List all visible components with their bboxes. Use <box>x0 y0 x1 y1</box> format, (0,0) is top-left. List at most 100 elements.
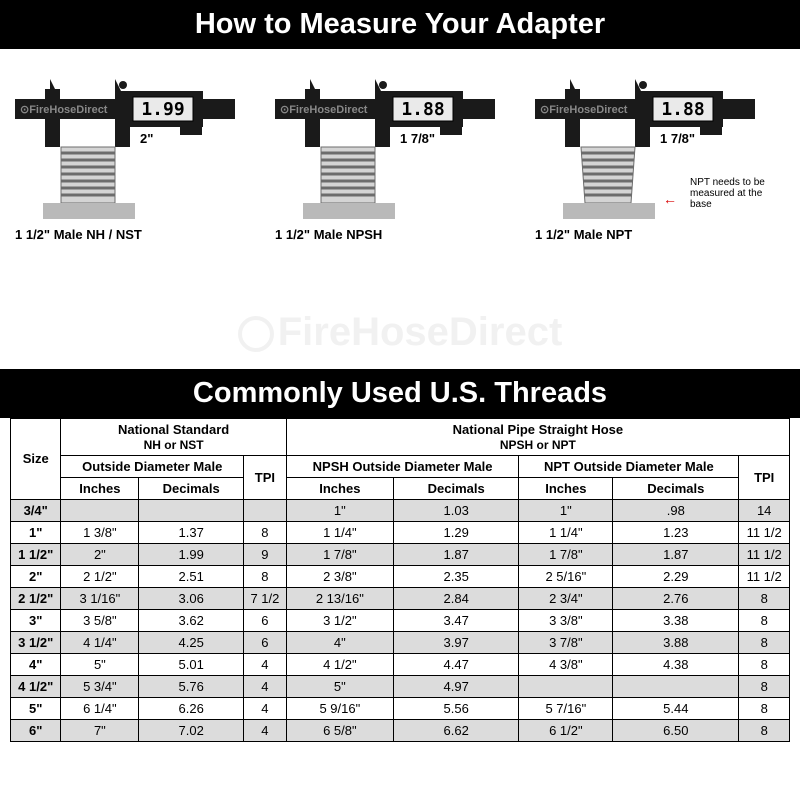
cell-np-tpi: 8 <box>739 587 790 609</box>
caliper-diagram: 1.99 ⊙FireHoseDirect 2" 1 1/2" Male NH /… <box>15 69 265 242</box>
cell-size: 6" <box>11 719 61 741</box>
diagram-caption: 1 1/2" Male NPSH <box>275 227 382 242</box>
svg-text:⊙FireHoseDirect: ⊙FireHoseDirect <box>20 104 108 116</box>
cell-size: 4 1/2" <box>11 675 61 697</box>
cell-nh-dec: 1.99 <box>139 543 244 565</box>
table-row: 3 1/2" 4 1/4" 4.25 6 4" 3.97 3 7/8" 3.88… <box>11 631 790 653</box>
dimension-label: 1 7/8" <box>660 131 695 146</box>
caliper-icon: 1.99 ⊙FireHoseDirect <box>15 69 235 224</box>
watermark-text: FireHoseDirect <box>278 310 563 354</box>
cell-np-tpi: 14 <box>739 499 790 521</box>
cell-npsh-in: 4" <box>286 631 393 653</box>
cell-nh-in: 3 1/16" <box>61 587 139 609</box>
hdr-nh-line2: NH or NST <box>63 438 283 452</box>
cell-nh-dec: 5.76 <box>139 675 244 697</box>
cell-size: 2 1/2" <box>11 587 61 609</box>
cell-npt-dec <box>613 675 739 697</box>
cell-nh-in <box>61 499 139 521</box>
cell-npsh-dec: 1.03 <box>393 499 519 521</box>
hdr-nh-line1: National Standard <box>63 422 283 438</box>
cell-np-tpi: 8 <box>739 719 790 741</box>
hdr-nh-decimals: Decimals <box>139 477 244 499</box>
cell-npt-dec: 3.88 <box>613 631 739 653</box>
cell-nh-tpi: 8 <box>244 565 287 587</box>
cell-npt-in: 2 3/4" <box>519 587 613 609</box>
cell-np-tpi: 8 <box>739 653 790 675</box>
diagram-caption: 1 1/2" Male NH / NST <box>15 227 142 242</box>
table-row: 2" 2 1/2" 2.51 8 2 3/8" 2.35 2 5/16" 2.2… <box>11 565 790 587</box>
cell-npt-in <box>519 675 613 697</box>
cell-nh-dec <box>139 499 244 521</box>
hdr-npt-decimals: Decimals <box>613 477 739 499</box>
cell-np-tpi: 11 1/2 <box>739 521 790 543</box>
diagram-row: 1.99 ⊙FireHoseDirect 2" 1 1/2" Male NH /… <box>0 49 800 309</box>
svg-text:⊙FireHoseDirect: ⊙FireHoseDirect <box>280 104 368 116</box>
table-row: 5" 6 1/4" 6.26 4 5 9/16" 5.56 5 7/16" 5.… <box>11 697 790 719</box>
cell-npt-dec: 1.87 <box>613 543 739 565</box>
cell-npt-in: 2 5/16" <box>519 565 613 587</box>
cell-npt-in: 1" <box>519 499 613 521</box>
cell-nh-tpi: 7 1/2 <box>244 587 287 609</box>
cell-nh-tpi: 4 <box>244 675 287 697</box>
cell-npsh-dec: 4.97 <box>393 675 519 697</box>
cell-np-tpi: 8 <box>739 697 790 719</box>
table-row: 1" 1 3/8" 1.37 8 1 1/4" 1.29 1 1/4" 1.23… <box>11 521 790 543</box>
cell-nh-dec: 3.62 <box>139 609 244 631</box>
svg-text:1.88: 1.88 <box>401 99 444 120</box>
caliper-icon: 1.88 ⊙FireHoseDirect <box>275 69 495 224</box>
cell-nh-tpi: 4 <box>244 653 287 675</box>
cell-size: 2" <box>11 565 61 587</box>
cell-nh-dec: 4.25 <box>139 631 244 653</box>
hdr-nh-inches: Inches <box>61 477 139 499</box>
cell-size: 4" <box>11 653 61 675</box>
cell-npsh-in: 4 1/2" <box>286 653 393 675</box>
cell-size: 3/4" <box>11 499 61 521</box>
cell-nh-in: 4 1/4" <box>61 631 139 653</box>
table-row: 6" 7" 7.02 4 6 5/8" 6.62 6 1/2" 6.50 8 <box>11 719 790 741</box>
cell-npsh-in: 6 5/8" <box>286 719 393 741</box>
cell-npsh-in: 5" <box>286 675 393 697</box>
cell-nh-in: 1 3/8" <box>61 521 139 543</box>
cell-npsh-dec: 4.47 <box>393 653 519 675</box>
hdr-npsh-decimals: Decimals <box>393 477 519 499</box>
cell-nh-dec: 1.37 <box>139 521 244 543</box>
diagram-caption: 1 1/2" Male NPT <box>535 227 632 242</box>
cell-nh-dec: 7.02 <box>139 719 244 741</box>
cell-nh-in: 5 3/4" <box>61 675 139 697</box>
cell-npsh-dec: 2.35 <box>393 565 519 587</box>
cell-np-tpi: 11 1/2 <box>739 565 790 587</box>
title-bar-2: Commonly Used U.S. Threads <box>0 369 800 418</box>
cell-npt-dec: 5.44 <box>613 697 739 719</box>
cell-npt-dec: 6.50 <box>613 719 739 741</box>
cell-npsh-in: 5 9/16" <box>286 697 393 719</box>
cell-npt-dec: 4.38 <box>613 653 739 675</box>
cell-size: 1" <box>11 521 61 543</box>
threads-table: Size National Standard NH or NST Nationa… <box>10 418 790 742</box>
cell-size: 5" <box>11 697 61 719</box>
cell-npsh-in: 2 13/16" <box>286 587 393 609</box>
cell-nh-tpi: 4 <box>244 697 287 719</box>
npt-note: NPT needs to be measured at the base <box>690 177 785 210</box>
cell-npsh-in: 1 7/8" <box>286 543 393 565</box>
cell-npt-dec: 1.23 <box>613 521 739 543</box>
table-row: 4" 5" 5.01 4 4 1/2" 4.47 4 3/8" 4.38 8 <box>11 653 790 675</box>
hdr-np-line1: National Pipe Straight Hose <box>289 422 787 438</box>
cell-npsh-dec: 6.62 <box>393 719 519 741</box>
table-row: 1 1/2" 2" 1.99 9 1 7/8" 1.87 1 7/8" 1.87… <box>11 543 790 565</box>
cell-np-tpi: 8 <box>739 675 790 697</box>
cell-nh-in: 7" <box>61 719 139 741</box>
table-row: 4 1/2" 5 3/4" 5.76 4 5" 4.97 8 <box>11 675 790 697</box>
hdr-nh-od: Outside Diameter Male <box>61 455 244 477</box>
cell-npt-in: 1 1/4" <box>519 521 613 543</box>
hdr-npt-inches: Inches <box>519 477 613 499</box>
cell-nh-dec: 5.01 <box>139 653 244 675</box>
cell-npt-in: 5 7/16" <box>519 697 613 719</box>
cell-nh-in: 2" <box>61 543 139 565</box>
hdr-npsh-inches: Inches <box>286 477 393 499</box>
svg-text:⊙FireHoseDirect: ⊙FireHoseDirect <box>540 104 628 116</box>
cell-np-tpi: 8 <box>739 609 790 631</box>
table-row: 2 1/2" 3 1/16" 3.06 7 1/2 2 13/16" 2.84 … <box>11 587 790 609</box>
cell-npt-dec: 2.76 <box>613 587 739 609</box>
cell-nh-tpi <box>244 499 287 521</box>
table-row: 3" 3 5/8" 3.62 6 3 1/2" 3.47 3 3/8" 3.38… <box>11 609 790 631</box>
